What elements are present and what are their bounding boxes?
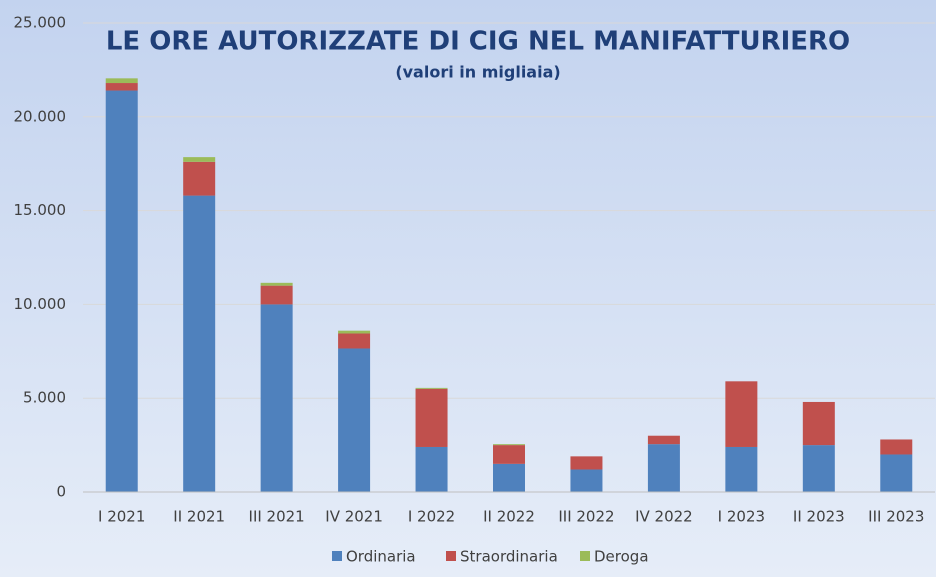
chart-subtitle: (valori in migliaia): [395, 63, 560, 82]
bar-segment: [415, 388, 448, 447]
y-tick-label: 0: [56, 483, 66, 501]
bar-segment: [647, 444, 680, 492]
bar-segment: [338, 333, 371, 349]
bar-segment: [415, 387, 448, 389]
x-tick-label: IV 2021: [325, 508, 383, 526]
bar-segment: [725, 381, 758, 447]
x-tick-label: I 2022: [408, 508, 455, 526]
bar-segment: [338, 348, 371, 492]
bar-segment: [647, 435, 680, 445]
y-tick-label: 25.000: [14, 14, 67, 32]
legend-swatch: [580, 551, 590, 561]
y-tick-label: 5.000: [23, 389, 66, 407]
bar-segment: [415, 446, 448, 492]
bar-segment: [105, 90, 138, 492]
bar-segment: [105, 78, 138, 84]
x-tick-label: II 2023: [793, 508, 845, 526]
bar-segment: [338, 330, 371, 334]
chart-title: LE ORE AUTORIZZATE DI CIG NEL MANIFATTUR…: [106, 27, 850, 57]
bar-segment: [183, 157, 216, 162]
x-tick-label: I 2021: [98, 508, 145, 526]
legend-swatch: [332, 551, 342, 561]
bar-segment: [570, 469, 603, 492]
legend-swatch: [446, 551, 456, 561]
x-tick-label: III 2022: [558, 508, 614, 526]
bar-segment: [880, 439, 913, 455]
bar-segment: [260, 282, 293, 286]
bar-segment: [725, 446, 758, 492]
bar-segment: [183, 195, 216, 493]
y-tick-label: 20.000: [14, 107, 67, 125]
bar-segment: [183, 161, 216, 196]
bar-segment: [493, 444, 525, 446]
bar-segment: [802, 445, 835, 492]
y-tick-label: 15.000: [14, 201, 67, 219]
bar-segment: [493, 445, 525, 464]
bar-segment: [260, 285, 293, 305]
bar-segment: [493, 463, 525, 492]
x-tick-label: II 2021: [173, 508, 225, 526]
legend-label: Deroga: [594, 548, 649, 566]
x-tick-label: I 2023: [718, 508, 765, 526]
bar-segment: [802, 401, 835, 446]
x-tick-label: II 2022: [483, 508, 535, 526]
bar-segment: [880, 454, 913, 492]
x-tick-label: IV 2022: [635, 508, 693, 526]
x-tick-label: III 2023: [868, 508, 924, 526]
bar-segment: [260, 304, 293, 492]
legend-label: Ordinaria: [346, 548, 416, 566]
bar-segment: [570, 456, 603, 470]
legend-label: Straordinaria: [460, 548, 558, 566]
y-tick-label: 10.000: [14, 295, 67, 313]
bar-segment: [105, 83, 138, 91]
x-tick-label: III 2021: [249, 508, 305, 526]
